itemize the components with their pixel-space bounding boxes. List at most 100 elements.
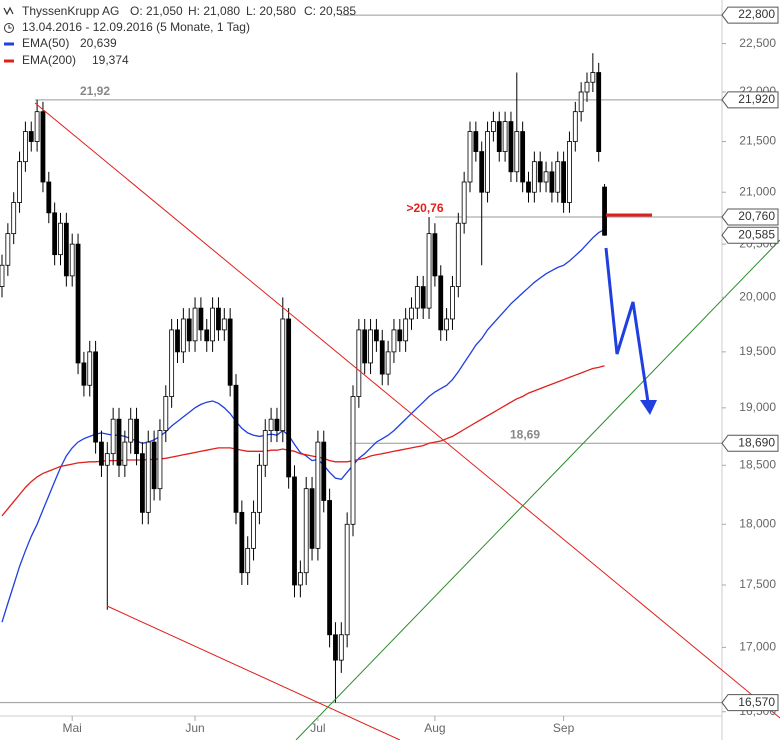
candle-body [297, 572, 303, 586]
candle-body [69, 243, 75, 277]
legend: EMA(50) 20,639 EMA(200) 19,374 [4, 36, 129, 67]
candle-body [578, 91, 584, 113]
candle-body [233, 384, 239, 513]
candle-body [561, 161, 566, 203]
candle-body [274, 418, 280, 432]
candle-body [426, 233, 432, 309]
candle-body [227, 318, 233, 386]
candle-body [46, 181, 52, 214]
candle-body [379, 340, 385, 375]
candle-body [373, 329, 379, 342]
candle-body [309, 488, 315, 549]
arrow-head [640, 400, 657, 415]
price-marker-label: 18,690 [738, 435, 775, 449]
candle-body [204, 329, 210, 342]
y-tick-label: 21,500 [739, 134, 776, 148]
candle-body [584, 81, 590, 93]
candle-body [327, 500, 333, 636]
y-tick-label: 18,000 [739, 516, 776, 530]
candle-body [11, 202, 17, 235]
candle-body [134, 418, 139, 455]
candle-body [344, 523, 350, 636]
x-tick-label: Jul [310, 721, 325, 735]
candle-body [198, 307, 204, 331]
level-label: >20,76 [406, 201, 443, 215]
candle-body [93, 351, 98, 443]
trend-line [106, 605, 401, 740]
candle-body [216, 307, 221, 331]
candle-body [403, 318, 409, 342]
level-label: 21,92 [80, 84, 110, 98]
candle-body [444, 318, 450, 331]
candle-body [567, 141, 572, 203]
trend-line [34, 102, 780, 719]
quote: C: 20,585 [304, 4, 356, 18]
candle-body [368, 329, 373, 364]
candle-body [473, 131, 479, 152]
candle-body [268, 418, 274, 432]
candle-body [52, 212, 58, 256]
candle-body [531, 161, 537, 193]
candle-body [116, 418, 122, 466]
candle-body [450, 286, 455, 320]
legend-label: EMA(200) [22, 53, 76, 67]
legend-value: 19,374 [92, 53, 129, 67]
candle-body [169, 329, 175, 397]
candle-body [192, 307, 198, 342]
price-marker [721, 91, 779, 109]
overlay-lines [0, 14, 722, 704]
candle-body [0, 264, 5, 287]
candle-body [321, 441, 327, 501]
price-marker [721, 6, 779, 24]
candle-body [537, 161, 543, 183]
x-tick-label: Jun [185, 721, 204, 735]
candle-body [128, 418, 134, 443]
legend-value: 20,639 [80, 36, 117, 50]
candle-body [99, 441, 104, 466]
candle-body [455, 222, 461, 287]
price-marker-label: 22,800 [738, 7, 775, 21]
candle-body [163, 396, 169, 432]
y-tick-label: 21,000 [739, 184, 776, 198]
candle-body [385, 351, 391, 375]
candle-body [40, 111, 46, 183]
candle-body [572, 111, 578, 142]
candle-body [104, 453, 110, 466]
forecast-arrow [604, 247, 650, 403]
x-tick-label: Mai [63, 721, 82, 735]
candle-body [245, 547, 251, 574]
candle-body [286, 318, 292, 478]
candle-body [34, 111, 40, 142]
candle-body [432, 233, 438, 277]
candle-body [461, 181, 467, 224]
candle-body [333, 634, 338, 661]
price-marker [721, 694, 779, 712]
candle-body [186, 318, 192, 342]
price-marker [721, 208, 779, 226]
candle-body [391, 329, 397, 353]
candle-body [58, 222, 63, 256]
candle-body [22, 131, 28, 163]
candle-body [555, 161, 561, 193]
trend-line [295, 239, 780, 740]
candle-body [303, 488, 309, 574]
candle-body [490, 121, 496, 132]
candle-body [590, 72, 596, 83]
candle-body [514, 131, 520, 173]
candle-body [496, 121, 502, 152]
candle-body [139, 453, 145, 513]
candle-body [87, 351, 93, 386]
candle-body [210, 307, 216, 342]
candle-body [239, 511, 245, 574]
candle-body [175, 329, 180, 353]
quote: O: 21,050 [130, 4, 183, 18]
candle-body [122, 441, 128, 466]
candle-body [315, 441, 321, 549]
icon [4, 23, 14, 33]
candle-body [180, 318, 186, 353]
candle-body [350, 396, 356, 525]
candle-body [292, 476, 297, 586]
price-marker [721, 434, 779, 452]
